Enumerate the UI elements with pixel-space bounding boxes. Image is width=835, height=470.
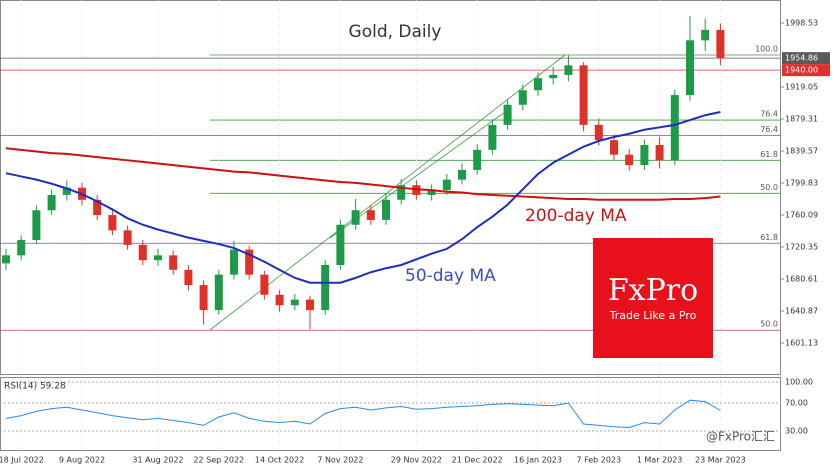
x-tick-label: 29 Nov 2022 bbox=[391, 456, 442, 465]
candle-body bbox=[655, 145, 664, 161]
candle-body bbox=[260, 274, 269, 295]
candle-body bbox=[290, 299, 299, 306]
x-tick-label: 1 Mar 2023 bbox=[637, 456, 683, 465]
candle-body bbox=[701, 29, 710, 41]
candle-body bbox=[47, 194, 56, 211]
candle-body bbox=[214, 274, 223, 311]
y-tick-label: 1879.31 bbox=[785, 114, 818, 123]
y-tick-label: 1640.87 bbox=[785, 306, 818, 315]
x-tick-label: 21 Dec 2022 bbox=[452, 456, 503, 465]
candle-body bbox=[17, 240, 26, 256]
y-tick-label: 1601.13 bbox=[785, 338, 818, 347]
y-tick-label: 1998.53 bbox=[785, 18, 818, 27]
x-tick-label: 7 Nov 2022 bbox=[317, 456, 363, 465]
fib-label: 61.8 bbox=[760, 150, 778, 159]
candle-body bbox=[108, 215, 117, 231]
rsi-title: RSI(14) 59.28 bbox=[4, 382, 66, 392]
candle-body bbox=[321, 264, 330, 311]
rsi-tick-label: 30.00 bbox=[785, 427, 808, 436]
price-tag-label: 1940.00 bbox=[785, 66, 818, 75]
y-tick-label: 1799.83 bbox=[785, 178, 818, 187]
candle-body bbox=[336, 224, 345, 265]
candle-body bbox=[184, 269, 193, 286]
y-tick-label: 1760.09 bbox=[785, 210, 818, 219]
x-tick-label: 23 Mar 2023 bbox=[695, 456, 746, 465]
candle-body bbox=[564, 65, 573, 75]
fib-label: 50.0 bbox=[760, 183, 778, 192]
candle-body bbox=[397, 185, 406, 200]
candle-body bbox=[427, 190, 436, 195]
trend-line bbox=[209, 54, 566, 331]
candle-body bbox=[275, 294, 284, 306]
logo-brand: FxPro bbox=[608, 273, 698, 308]
fib-label: 76.4 bbox=[760, 110, 778, 119]
y-tick-label: 1680.61 bbox=[785, 274, 818, 283]
candle-body bbox=[670, 95, 679, 161]
rsi-frame bbox=[0, 377, 781, 451]
ma-label: 50-day MA bbox=[405, 266, 496, 286]
candle-body bbox=[93, 199, 102, 216]
x-tick-label: 9 Aug 2022 bbox=[59, 456, 105, 465]
candle-body bbox=[716, 29, 725, 59]
candle-body bbox=[199, 285, 208, 311]
candle-body bbox=[579, 65, 588, 125]
candle-body bbox=[306, 299, 314, 311]
candle-body bbox=[473, 149, 482, 170]
candle-body bbox=[549, 74, 558, 79]
candle-body bbox=[62, 187, 71, 195]
candle-body bbox=[442, 179, 451, 191]
chart-title: Gold, Daily bbox=[349, 22, 442, 42]
x-tick-label: 18 Jul 2022 bbox=[0, 456, 44, 465]
ma-line bbox=[5, 111, 721, 284]
candle-body bbox=[138, 244, 147, 261]
y-tick-label: 1839.57 bbox=[785, 146, 818, 155]
candle-body bbox=[245, 249, 254, 275]
candle-body bbox=[169, 255, 178, 270]
rsi-tick-label: 70.00 bbox=[785, 399, 808, 408]
price-tag bbox=[782, 52, 830, 65]
fib-label: 61.8 bbox=[760, 233, 778, 242]
y-tick-label: 1919.05 bbox=[785, 82, 818, 91]
candle-body bbox=[594, 124, 603, 141]
candle-body bbox=[366, 210, 375, 220]
candle-body bbox=[230, 249, 238, 275]
fib-label: 100.0 bbox=[755, 44, 778, 53]
candle-body bbox=[625, 154, 634, 166]
x-tick-label: 16 Jan 2023 bbox=[514, 456, 562, 465]
candle-body bbox=[518, 90, 527, 105]
x-tick-label: 22 Sep 2022 bbox=[193, 456, 244, 465]
x-tick-label: 31 Aug 2022 bbox=[132, 456, 183, 465]
ma-label: 200-day MA bbox=[525, 206, 627, 226]
candle-body bbox=[640, 145, 649, 166]
price-tag-label: 1954.86 bbox=[785, 54, 818, 63]
price-frame bbox=[0, 0, 781, 375]
logo-box bbox=[593, 238, 713, 358]
x-tick-label: 14 Oct 2022 bbox=[255, 456, 304, 465]
logo-tagline: Trade Like a Pro bbox=[609, 309, 697, 322]
rsi-tick-label: 100.00 bbox=[785, 378, 813, 387]
candle-body bbox=[382, 199, 390, 220]
fib-label: 50.0 bbox=[760, 320, 778, 329]
candle-body bbox=[610, 140, 618, 155]
candle-body bbox=[458, 169, 466, 180]
ma-line bbox=[5, 147, 721, 201]
candle-body bbox=[154, 255, 162, 261]
candle-body bbox=[503, 104, 512, 125]
candle-body bbox=[123, 230, 132, 245]
candle-body bbox=[488, 124, 497, 150]
candle-body bbox=[2, 255, 10, 264]
y-tick-label: 1720.35 bbox=[785, 242, 818, 251]
price-tag bbox=[782, 64, 830, 77]
watermark: @FxPro汇汇 bbox=[706, 430, 775, 444]
candle-body bbox=[351, 210, 360, 225]
candle-body bbox=[686, 40, 694, 96]
candle-body bbox=[534, 78, 542, 91]
fib-label: 76.4 bbox=[760, 125, 778, 134]
x-tick-label: 7 Feb 2023 bbox=[576, 456, 621, 465]
candle-body bbox=[32, 210, 41, 241]
rsi-line bbox=[5, 399, 721, 429]
